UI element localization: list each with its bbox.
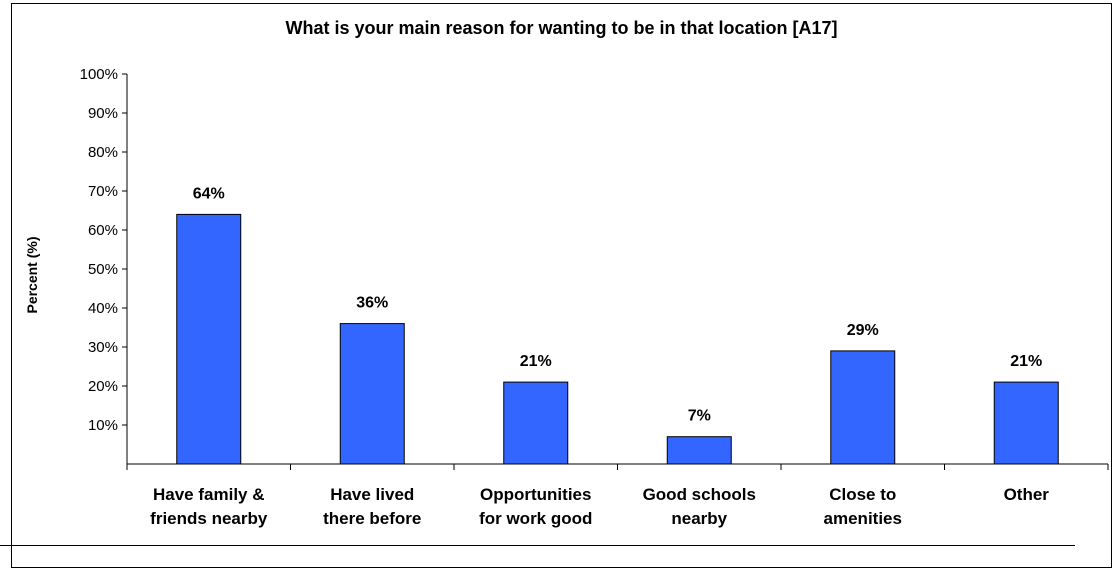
data-label: 29% <box>847 322 879 339</box>
x-tick-label: friends nearby <box>150 509 268 528</box>
x-tick-label: nearby <box>671 509 727 528</box>
y-tick-label: 40% <box>88 300 118 317</box>
y-tick-label: 50% <box>88 261 118 278</box>
bar <box>176 213 242 465</box>
y-tick-label: 60% <box>88 222 118 239</box>
data-label: 21% <box>520 353 552 370</box>
bar <box>503 381 569 465</box>
x-tick-label: Have lived <box>330 485 414 504</box>
x-tick-label: Good schools <box>643 485 756 504</box>
bar <box>830 350 896 465</box>
chart-title: What is your main reason for wanting to … <box>285 18 838 38</box>
y-tick-label: 90% <box>88 105 118 122</box>
data-label: 21% <box>1010 353 1042 370</box>
y-tick-label: 80% <box>88 144 118 161</box>
data-label: 64% <box>193 185 225 202</box>
bar <box>993 381 1059 465</box>
y-tick-label: 30% <box>88 339 118 356</box>
x-tick-label: Have family & <box>153 485 265 504</box>
y-tick-label: 10% <box>88 417 118 434</box>
data-label: 36% <box>356 295 388 312</box>
data-label: 7% <box>688 408 711 425</box>
bar <box>339 323 405 465</box>
x-tick-label: Close to <box>829 485 896 504</box>
x-tick-label: amenities <box>824 509 902 528</box>
x-tick-label: Opportunities <box>480 485 591 504</box>
y-tick-label: 20% <box>88 378 118 395</box>
x-tick-label: for work good <box>479 509 592 528</box>
x-tick-label: there before <box>323 509 421 528</box>
y-tick-label: 100% <box>80 66 118 83</box>
bar <box>666 436 732 465</box>
footer-rule <box>0 545 1075 546</box>
y-tick-label: 70% <box>88 183 118 200</box>
x-tick-label: Other <box>1004 485 1050 504</box>
